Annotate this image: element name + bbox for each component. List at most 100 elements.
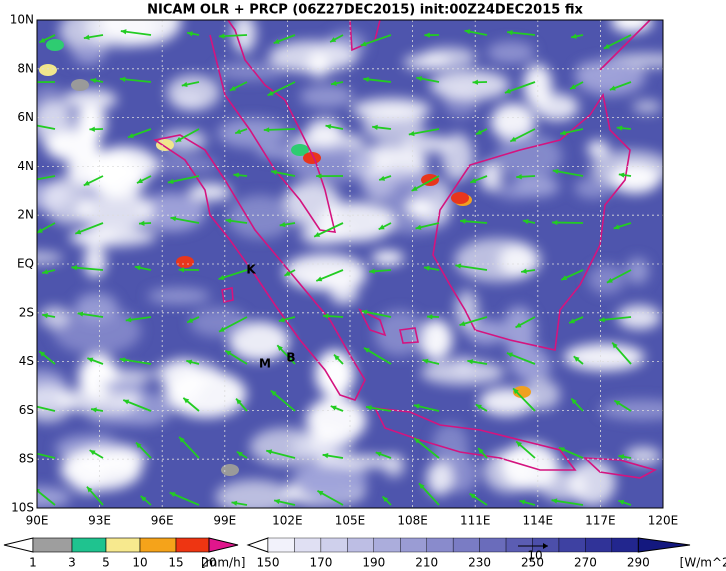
- wind-arrow-head: [83, 180, 90, 186]
- wind-arrow-head: [267, 90, 274, 96]
- wind-arrow-head: [187, 317, 194, 323]
- wind-arrow-head: [603, 43, 610, 49]
- colorbar-label: 3: [68, 556, 76, 570]
- cloud: [215, 479, 293, 508]
- wind-arrow-head: [71, 265, 78, 271]
- wind-arrow-head: [411, 186, 418, 191]
- place-label: B: [286, 351, 295, 365]
- cloud: [72, 41, 106, 65]
- wind-arrow-head: [277, 345, 283, 352]
- lon-label: 99E: [213, 514, 236, 528]
- wind-arrow-head: [181, 81, 188, 88]
- wind-arrow-head: [119, 357, 126, 363]
- cloud: [502, 306, 536, 354]
- wind-arrow-head: [569, 318, 576, 324]
- wind-arrow-head: [77, 311, 84, 317]
- map-frame: [36, 19, 664, 509]
- colorbar-segment: [294, 537, 322, 553]
- wind-arrow-head: [233, 172, 239, 178]
- wind-arrow-head: [271, 169, 277, 175]
- wind-arrow-head: [413, 403, 420, 409]
- wind-arrow-head: [606, 277, 613, 283]
- cloud: [228, 321, 290, 361]
- wind-arrow-head: [467, 359, 474, 365]
- precip-blob: [176, 256, 194, 268]
- wind-arrow: [37, 405, 56, 412]
- wind-arrow-head: [317, 490, 324, 496]
- cloud: [403, 54, 452, 71]
- wind-arrow-head: [218, 274, 225, 280]
- cloud: [426, 460, 453, 496]
- lat-label: 8N: [17, 61, 34, 75]
- wind-arrow-head: [372, 124, 378, 130]
- wind-arrow-head: [83, 34, 90, 40]
- wind-arrow-head: [334, 354, 340, 361]
- wind-arrow-head: [551, 498, 558, 504]
- coastlines: [152, 20, 658, 479]
- wind-arrow-head: [360, 41, 367, 47]
- wind-arrow-head: [274, 499, 280, 505]
- wind-arrow-head: [363, 347, 370, 353]
- wind-arrow-head: [331, 80, 337, 86]
- cloud: [538, 470, 588, 501]
- colorbar-segment: [426, 537, 454, 553]
- wind-arrow-head: [39, 351, 46, 357]
- cloud: [291, 465, 358, 481]
- lon-label: 105E: [335, 514, 366, 528]
- map-area: [29, 20, 663, 508]
- cloud: [374, 310, 425, 356]
- cloud: [490, 103, 536, 141]
- wind-arrow-head: [37, 227, 43, 233]
- cloud: [306, 397, 367, 443]
- lon-label: 120E: [648, 514, 679, 528]
- precip-blob: [71, 79, 89, 91]
- wind-arrow-head: [464, 29, 471, 35]
- cloud: [610, 20, 653, 33]
- wind-arrow-head: [504, 88, 511, 94]
- wind-arrow-head: [510, 136, 517, 142]
- cloud: [418, 319, 453, 360]
- wind-arrow-head: [325, 124, 332, 130]
- graticule: [37, 20, 663, 508]
- cloud: [625, 446, 662, 466]
- colorbar-label: 20: [201, 556, 216, 570]
- cloud: [352, 98, 432, 121]
- wind-arrow-head: [460, 218, 466, 224]
- wind-arrow-head: [618, 454, 625, 460]
- cloud: [574, 177, 612, 199]
- wind-arrow-head: [278, 317, 285, 323]
- wind-arrow-head: [616, 125, 623, 131]
- lat-label: 8S: [19, 452, 34, 466]
- wind-arrow-head: [516, 174, 522, 180]
- cloud: [70, 230, 118, 246]
- wind-arrow-head: [513, 388, 519, 395]
- lon-label: 108E: [397, 514, 428, 528]
- wind-arrow-head: [414, 438, 421, 444]
- colorbar-arrow: [246, 537, 269, 553]
- wind-arrow-head: [330, 37, 337, 43]
- cloud: [217, 118, 289, 148]
- precip-blob: [221, 464, 239, 476]
- precip-blob: [291, 144, 309, 156]
- wind-arrow-head: [273, 38, 280, 44]
- wind-arrow-head: [573, 356, 580, 362]
- precip-blob: [451, 192, 469, 204]
- wind-arrow-head: [560, 130, 567, 136]
- wind-arrow-head: [455, 263, 462, 269]
- wind-arrow-head: [120, 29, 127, 35]
- cloud: [599, 399, 663, 420]
- wind-arrow-head: [506, 352, 513, 358]
- wind-arrow-head: [516, 441, 522, 447]
- cloud: [487, 41, 535, 64]
- colorbar-label: 1: [29, 556, 37, 570]
- wind-arrow-head: [570, 84, 577, 90]
- precip-blob: [39, 64, 57, 76]
- wind-arrow-head: [279, 222, 286, 228]
- lat-label: 6S: [19, 403, 34, 417]
- title: NICAM OLR + PRCP (06Z27DEC2015) init:00Z…: [147, 3, 583, 18]
- colorbar-segment: [347, 537, 375, 553]
- axis-labels: 90E 93E 96E 99E 102E 105E 108E 111E 114E 117E 120E…: [10, 13, 679, 528]
- wind-arrow-head: [29, 80, 34, 85]
